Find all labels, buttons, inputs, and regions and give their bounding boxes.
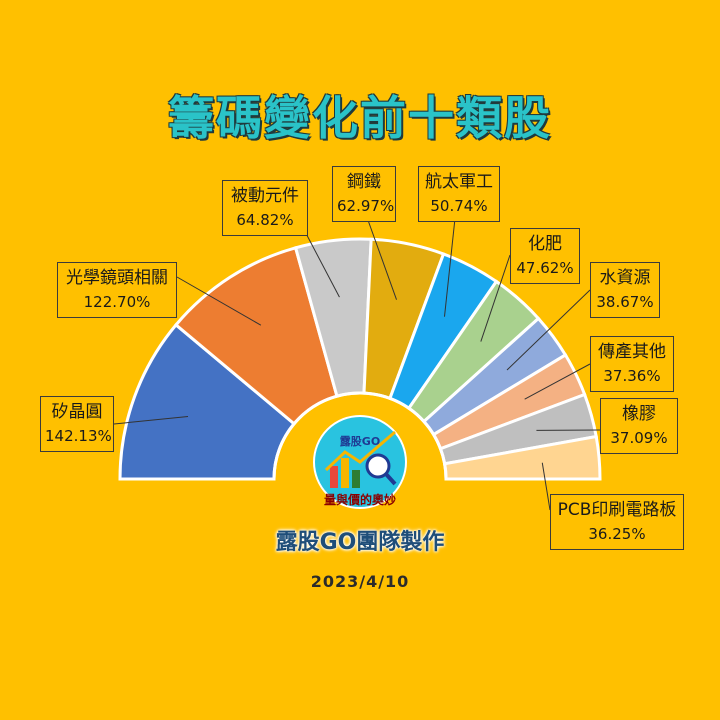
value-label: 50.74% <box>430 197 488 215</box>
leader-line-3 <box>363 208 397 300</box>
logo-bar-icon <box>352 470 360 488</box>
slice-label: 傳產其他 37.36% <box>590 336 674 392</box>
value-label: 37.36% <box>603 367 661 385</box>
value-label: 36.25% <box>588 525 646 543</box>
value-label: 62.97% <box>337 197 395 215</box>
slices-group <box>118 237 602 481</box>
leader-line-5 <box>480 254 511 342</box>
leader-line-9 <box>541 462 551 511</box>
leader-line-4 <box>443 208 457 317</box>
category-label: 化肥 <box>528 234 562 254</box>
slice-label: PCB印刷電路板 36.25% <box>550 494 684 550</box>
value-label: 38.67% <box>596 293 654 311</box>
category-label: 光學鏡頭相關 <box>66 268 168 288</box>
slice-label: 光學鏡頭相關 122.70% <box>57 262 177 318</box>
slice-label: 水資源 38.67% <box>590 262 660 318</box>
logo-trend-line-icon <box>324 430 396 472</box>
magnifier-handle-icon <box>384 472 397 486</box>
value-label: 47.62% <box>516 259 574 277</box>
category-label: 矽晶圓 <box>51 402 103 422</box>
category-label: 航太軍工 <box>425 172 493 192</box>
chart-date: 2023/4/10 <box>310 572 410 591</box>
leader-line-0 <box>113 415 189 425</box>
value-label: 64.82% <box>236 211 294 229</box>
category-label: 鋼鐵 <box>347 172 381 192</box>
logo-bar-icon <box>341 458 349 488</box>
value-label: 37.09% <box>610 429 668 447</box>
team-credit: 露股GO團隊製作 <box>275 530 445 555</box>
logo-bottom-text: 量與價的奧妙 <box>324 492 396 507</box>
slice-label: 航太軍工 50.74% <box>418 166 500 222</box>
donut-inner-rim <box>272 391 448 480</box>
logo: 露股GO 量與價的奧妙 <box>313 415 407 509</box>
slice-label: 矽晶圓 142.13% <box>40 396 114 452</box>
leader-line-7 <box>524 363 591 400</box>
category-label: 傳產其他 <box>598 342 666 362</box>
category-label: PCB印刷電路板 <box>557 500 677 520</box>
leader-line-6 <box>506 289 591 371</box>
logo-bar-icon <box>330 466 338 488</box>
category-label: 被動元件 <box>231 186 299 206</box>
slice-label: 鋼鐵 62.97% <box>332 166 396 222</box>
category-label: 橡膠 <box>622 404 656 424</box>
slice-label: 橡膠 37.09% <box>600 398 678 454</box>
slice-label: 化肥 47.62% <box>510 228 580 284</box>
magnifier-chart-icon <box>365 453 391 479</box>
leader-line-1 <box>176 276 262 326</box>
leader-lines-group <box>113 208 601 511</box>
value-label: 142.13% <box>45 427 112 445</box>
chart-title: 籌碼變化前十類股 <box>168 91 552 145</box>
logo-top-text: 露股GO <box>340 435 380 448</box>
category-label: 水資源 <box>599 268 651 288</box>
value-label: 122.70% <box>83 293 151 311</box>
slice-label: 被動元件 64.82% <box>222 180 308 236</box>
